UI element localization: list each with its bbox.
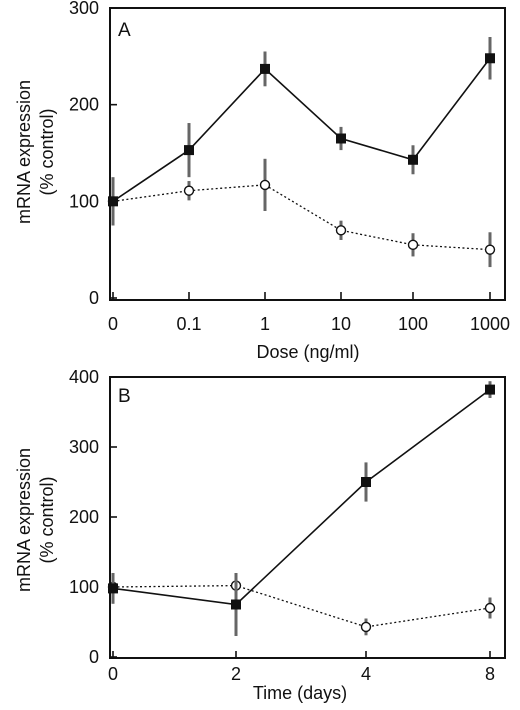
panel-a-y-axis-subtitle: (% control) (37, 108, 57, 195)
panel-a-series (107, 37, 496, 268)
panel-b-x-tick-label: 8 (485, 664, 495, 684)
panel-b-y-tick-label: 100 (69, 577, 99, 597)
panel-a-series-line-open (112, 184, 491, 251)
panel-a-data-point-circle (407, 239, 419, 251)
panel-a-y-tick-label: 300 (69, 0, 99, 18)
panel-a-data-point-circle (259, 179, 271, 191)
panel-b: B 0 100 200 300 400 0 2 4 8 Time (days) mRNA ex… (14, 367, 506, 703)
panel-b-x-axis-title: Time (days) (253, 683, 347, 703)
panel-a-data-point-square (184, 145, 194, 156)
panel-a-x-tick-label: 100 (398, 314, 428, 334)
panel-a-y-ticks: 0 100 200 300 (69, 0, 117, 308)
panel-b-x-tick-label: 2 (231, 664, 241, 684)
panel-b-y-tick-label: 200 (69, 507, 99, 527)
panel-a-y-tick-label: 0 (89, 288, 99, 308)
panel-a-label: A (118, 20, 131, 41)
panel-b-y-tick-label: 400 (69, 367, 99, 387)
panel-b-data-point-square (231, 599, 241, 610)
panel-b-frame (109, 376, 506, 659)
panel-a-y-tick-label: 100 (69, 191, 99, 211)
panel-a-x-axis-title: Dose (ng/ml) (256, 342, 359, 362)
panel-a-data-point-square (485, 53, 495, 64)
panel-a-frame (109, 7, 506, 301)
panel-b-x-ticks: 0 2 4 8 (108, 651, 495, 684)
panel-a-y-tick-label: 200 (69, 95, 99, 115)
panel-b-data-point-circle (484, 602, 496, 614)
panel-a-data-point-square (108, 196, 118, 207)
panel-b-series-line-filled (112, 388, 491, 606)
panel-b-data-point-square (108, 583, 118, 594)
panel-a-x-tick-label: 0.1 (176, 314, 201, 334)
panel-b-y-tick-label: 300 (69, 437, 99, 457)
panel-b-data-point-circle (360, 621, 372, 633)
panel-b-data-point-square (361, 477, 371, 487)
panel-a-data-point-circle (484, 244, 496, 255)
panel-a-series-line-filled (112, 57, 491, 202)
panel-b-y-axis-subtitle: (% control) (37, 476, 57, 563)
panel-b-label: B (118, 386, 131, 407)
panel-b-series-line-open (112, 584, 491, 628)
panel-a-data-point-square (408, 154, 418, 165)
panel-a-data-point-circle (183, 185, 195, 196)
panel-a: A 0 100 200 300 0 0.1 1 10 100 1000 Dose (ng/ml)… (14, 0, 510, 362)
panel-b-series (107, 381, 496, 636)
panel-b-y-axis-title: mRNA expression (14, 448, 34, 592)
panel-a-y-axis-title: mRNA expression (14, 80, 34, 224)
panel-b-x-tick-label: 0 (108, 664, 118, 684)
panel-b-x-tick-label: 4 (361, 664, 371, 684)
panel-a-data-point-circle (335, 225, 347, 236)
panel-b-y-tick-label: 0 (89, 647, 99, 667)
panel-b-data-point-square (485, 384, 495, 395)
panel-a-x-ticks: 0 0.1 1 10 100 1000 (108, 292, 510, 334)
panel-b-y-ticks: 0 100 200 300 400 (69, 367, 117, 667)
panel-a-x-tick-label: 1 (260, 314, 270, 334)
panel-a-data-point-square (336, 133, 346, 144)
panel-a-data-point-square (260, 63, 270, 74)
panel-a-x-tick-label: 1000 (470, 314, 510, 334)
panel-a-x-tick-label: 10 (331, 314, 351, 334)
panel-a-x-tick-label: 0 (108, 314, 118, 334)
